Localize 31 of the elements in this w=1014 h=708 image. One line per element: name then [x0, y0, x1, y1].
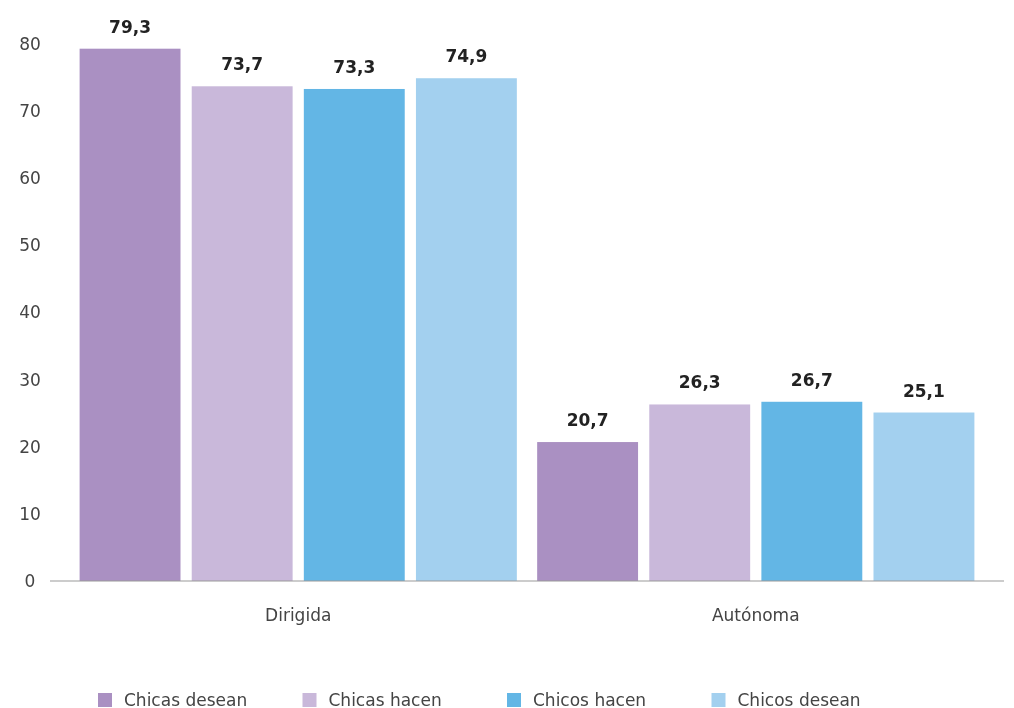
- data-label: 79,3: [109, 16, 152, 37]
- legend-label: Chicos hacen: [533, 689, 647, 708]
- y-tick-label: 30: [19, 369, 41, 390]
- bar: [303, 88, 405, 581]
- bar: [649, 404, 751, 581]
- legend-label: Chicos desean: [737, 689, 861, 708]
- data-label: 26,7: [790, 369, 833, 390]
- y-tick-label: 70: [19, 101, 41, 122]
- bar: [537, 442, 639, 581]
- bar: [873, 412, 975, 581]
- bar: [415, 78, 517, 581]
- data-label: 73,7: [221, 54, 264, 75]
- y-tick-label: 10: [19, 503, 41, 524]
- data-label: 20,7: [566, 410, 609, 431]
- x-tick-label: Autónoma: [711, 605, 800, 625]
- y-tick-label: 50: [19, 235, 41, 256]
- bar: [79, 48, 181, 581]
- y-tick-label: 80: [19, 33, 41, 54]
- legend-label: Chicas hacen: [328, 689, 442, 708]
- y-tick-label: 0: [24, 570, 36, 591]
- y-tick-label: 40: [19, 302, 41, 323]
- bar: [761, 401, 863, 581]
- data-label: 74,9: [445, 46, 488, 67]
- bar: [191, 86, 293, 581]
- data-label: 25,1: [902, 380, 945, 401]
- data-label: 26,3: [678, 372, 721, 393]
- y-tick-label: 20: [19, 436, 41, 457]
- data-label: 73,3: [333, 56, 376, 77]
- y-tick-label: 60: [19, 168, 41, 189]
- legend-label: Chicas desean: [124, 689, 248, 708]
- x-tick-label: Dirigida: [265, 605, 332, 625]
